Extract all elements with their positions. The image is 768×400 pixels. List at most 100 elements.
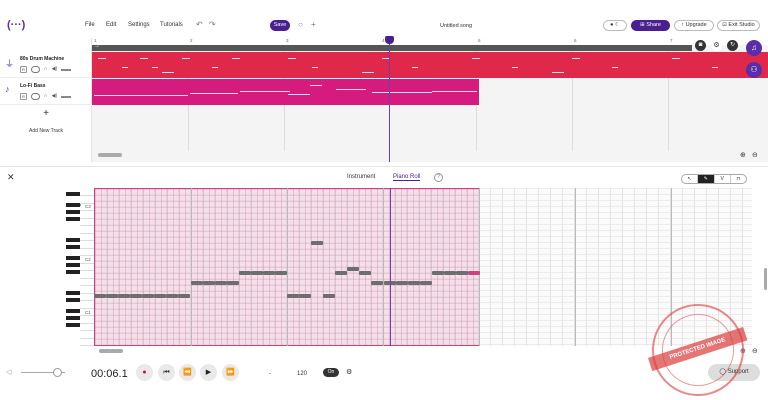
midi-note[interactable]	[456, 271, 468, 275]
drum-lane[interactable]	[92, 52, 768, 78]
mute-icon[interactable]: ◀)	[51, 66, 58, 72]
midi-note[interactable]	[166, 294, 178, 298]
song-title[interactable]: Untitled song	[440, 23, 473, 29]
settings-icon[interactable]: ⚙	[711, 40, 722, 51]
metronome-settings-icon[interactable]: ⚙	[346, 369, 353, 376]
menu-tutorials[interactable]: Tutorials	[160, 22, 183, 28]
piano-roll-vscroll[interactable]	[764, 268, 767, 290]
black-key[interactable]	[66, 203, 80, 207]
track-name[interactable]: Lo-Fi Bass	[20, 83, 46, 89]
midi-note[interactable]	[420, 281, 432, 285]
add-track-button[interactable]: + Add New Track	[0, 108, 92, 137]
ruler[interactable]: 1 2 3 4 5 6 7	[92, 38, 768, 45]
black-key[interactable]	[66, 245, 80, 249]
tab-instrument[interactable]: Instrument	[347, 174, 376, 180]
midi-note[interactable]	[371, 281, 383, 285]
skip-back-button[interactable]: ⏮	[158, 364, 175, 381]
midi-note[interactable]	[323, 294, 335, 298]
zoom-in-icon[interactable]: ⊕	[740, 348, 746, 355]
midi-note[interactable]	[106, 294, 118, 298]
midi-note[interactable]	[408, 281, 420, 285]
help-icon[interactable]: ?	[434, 173, 443, 182]
support-button[interactable]: ◯ Support	[708, 364, 760, 381]
black-key[interactable]	[66, 291, 80, 295]
midi-note[interactable]	[239, 271, 251, 275]
track-bass[interactable]: ♪ Lo-Fi Bass R ∩ ◀)	[0, 79, 92, 105]
pencil-tool-icon[interactable]: ✎	[698, 175, 715, 183]
play-button[interactable]: ▶	[200, 364, 217, 381]
midi-note[interactable]	[396, 281, 408, 285]
tab-piano-roll[interactable]: Piano Roll	[393, 174, 421, 181]
theme-toggle[interactable]: ● ☾	[603, 20, 627, 31]
mute-icon[interactable]: ◀)	[51, 93, 58, 99]
midi-note[interactable]	[215, 281, 227, 285]
redo-icon[interactable]: ↷	[209, 20, 216, 29]
add-icon[interactable]: +	[311, 20, 316, 29]
menu-file[interactable]: File	[85, 22, 95, 28]
record-arm-button[interactable]: R	[20, 93, 27, 100]
black-key[interactable]	[66, 298, 80, 302]
save-button[interactable]: Save	[270, 20, 290, 31]
share-button[interactable]: ⊞ Share	[631, 20, 670, 31]
record-arm-button[interactable]: R	[20, 66, 27, 73]
zoom-out-icon[interactable]: ⊖	[752, 152, 758, 159]
midi-note[interactable]	[347, 267, 359, 271]
upgrade-button[interactable]: ↑ Upgrade	[674, 20, 714, 31]
velocity-tool[interactable]: V	[715, 175, 731, 183]
pan-slider[interactable]	[61, 68, 72, 71]
bpm-decrement[interactable]: -	[269, 371, 271, 377]
playhead[interactable]	[389, 38, 390, 162]
midi-note[interactable]	[275, 271, 287, 275]
black-key[interactable]	[66, 309, 80, 313]
black-key[interactable]	[66, 263, 80, 267]
midi-note[interactable]	[468, 271, 480, 275]
headphones-icon[interactable]: ∩	[44, 66, 48, 72]
midi-note[interactable]	[444, 271, 456, 275]
black-key[interactable]	[66, 323, 80, 327]
menu-edit[interactable]: Edit	[106, 22, 117, 28]
exit-studio-button[interactable]: ⊡ Exit Studio	[717, 20, 760, 31]
black-key[interactable]	[66, 192, 80, 196]
midi-note[interactable]	[94, 294, 106, 298]
arrangement-scrollbar[interactable]	[98, 153, 122, 157]
midi-note[interactable]	[154, 294, 166, 298]
midi-note[interactable]	[432, 271, 444, 275]
pointer-tool-icon[interactable]: ↖	[682, 175, 699, 183]
piano-roll-playhead[interactable]	[390, 188, 391, 346]
midi-note[interactable]	[251, 271, 263, 275]
midi-note[interactable]	[191, 281, 203, 285]
black-key[interactable]	[66, 210, 80, 214]
midi-note[interactable]	[263, 271, 275, 275]
midi-note[interactable]	[178, 294, 190, 298]
track-drum[interactable]: ⏚ 80s Drum Machine R ∩ ◀)	[0, 52, 92, 78]
menu-settings[interactable]: Settings	[128, 22, 150, 28]
rewind-button[interactable]: ⏪	[179, 364, 196, 381]
midi-note[interactable]	[311, 241, 323, 245]
black-key[interactable]	[66, 256, 80, 260]
lock-icon[interactable]: ⊓	[736, 176, 741, 182]
cloud-icon[interactable]: ○	[298, 20, 303, 29]
metronome-toggle[interactable]: On	[323, 368, 339, 377]
loop-region[interactable]: →	[92, 43, 692, 51]
piano-roll-hscroll[interactable]	[99, 349, 123, 353]
headphones-icon[interactable]: ∩	[44, 93, 48, 99]
timeline[interactable]: 1 2 3 4 5 6 7 →	[92, 36, 768, 162]
midi-note[interactable]	[227, 281, 239, 285]
close-icon[interactable]: ✕	[7, 172, 15, 182]
volume-knob[interactable]	[31, 66, 40, 73]
volume-knob[interactable]	[31, 93, 40, 100]
midi-note[interactable]	[299, 294, 311, 298]
midi-note[interactable]	[203, 281, 215, 285]
piano-roll-grid[interactable]	[94, 188, 752, 346]
playhead-handle[interactable]	[385, 36, 394, 44]
refresh-icon[interactable]: ↻	[727, 40, 738, 51]
master-volume-thumb[interactable]	[53, 368, 62, 377]
record-button[interactable]: ●	[136, 364, 153, 381]
music-icon[interactable]: ♫	[746, 40, 762, 56]
zoom-out-icon[interactable]: ⊖	[752, 348, 758, 355]
collab-icon[interactable]: ⚇	[746, 62, 762, 78]
black-key[interactable]	[66, 316, 80, 320]
bass-clip[interactable]	[92, 79, 479, 105]
speaker-icon[interactable]: ◁	[6, 369, 12, 376]
track-name[interactable]: 80s Drum Machine	[20, 56, 65, 62]
